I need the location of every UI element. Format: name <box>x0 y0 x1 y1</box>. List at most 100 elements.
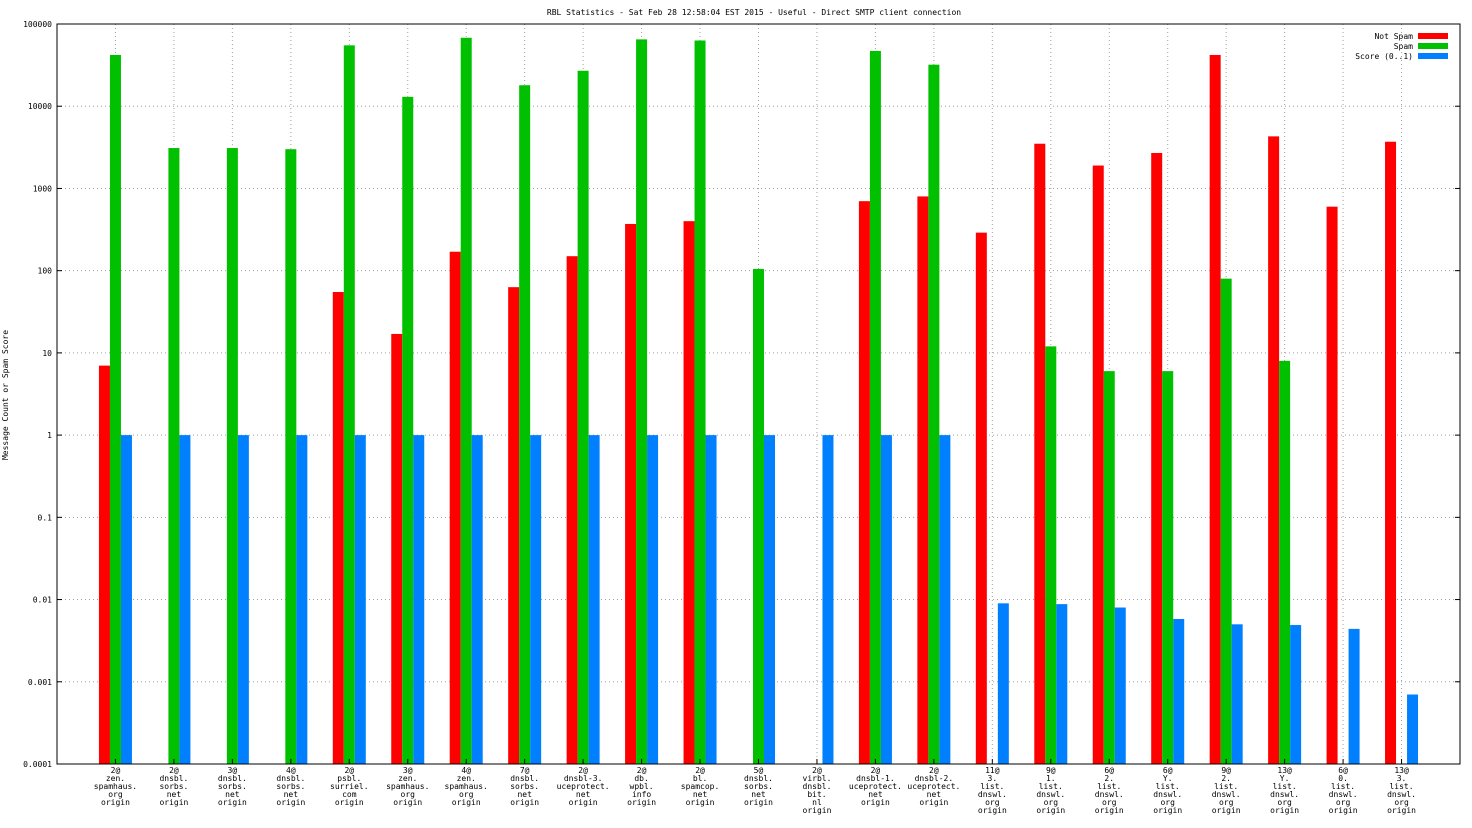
y-axis-label: Message Count or Spam Score <box>1 330 10 460</box>
x-tick-label: org <box>1044 798 1059 807</box>
x-tick-label: org <box>108 790 123 799</box>
bar-score-0-1 <box>120 435 132 764</box>
x-tick-label: dnsbl-1. <box>856 774 895 783</box>
x-tick-label: sorbs. <box>744 782 773 791</box>
x-tick-label: uceprotect. <box>907 782 960 791</box>
x-tick-label: Y. <box>1163 774 1173 783</box>
x-tick-label: net <box>868 790 883 799</box>
x-tick-label: spamhaus. <box>94 782 137 791</box>
x-tick-label: 6@ <box>1338 766 1348 775</box>
x-tick-label: org <box>1336 798 1351 807</box>
x-tick-label: org <box>1219 798 1234 807</box>
bar-score-0-1 <box>647 435 659 764</box>
x-tick-label: origin <box>861 798 890 807</box>
x-tick-label: zen. <box>457 774 476 783</box>
x-tick-label: psbl. <box>337 774 361 783</box>
x-tick-label: nl <box>812 798 822 807</box>
legend-label: Score (0..1) <box>1355 52 1413 61</box>
x-tick-label: origin <box>1036 806 1065 815</box>
x-tick-label: dnsbl. <box>276 774 305 783</box>
x-tick-label: origin <box>919 798 948 807</box>
x-tick-label: origin <box>1095 806 1124 815</box>
x-tick-label: com <box>342 790 357 799</box>
x-tick-label: net <box>751 790 766 799</box>
x-tick-label: dnsbl. <box>744 774 773 783</box>
bar-spam <box>577 70 589 765</box>
bar-spam <box>1220 278 1232 764</box>
x-tick-label: origin <box>744 798 773 807</box>
bar-score-0-1 <box>1290 625 1302 764</box>
legend-label: Not Spam <box>1374 32 1413 41</box>
bar-score-0-1 <box>471 435 483 764</box>
x-tick-label: 2@ <box>929 766 939 775</box>
bar-score-0-1 <box>1231 624 1243 764</box>
x-tick-label: uceprotect. <box>849 782 902 791</box>
x-tick-label: net <box>167 790 182 799</box>
x-tick-label: 4@ <box>461 766 471 775</box>
x-tick-label: surriel. <box>330 782 369 791</box>
bar-score-0-1 <box>880 435 892 764</box>
x-tick-label: dnsbl. <box>159 774 188 783</box>
bar-not-spam <box>1326 206 1338 764</box>
x-tick-label: list. <box>1039 782 1063 791</box>
x-tick-label: origin <box>393 798 422 807</box>
x-tick-label: dnswl. <box>978 790 1007 799</box>
x-tick-label: org <box>459 790 474 799</box>
x-tick-label: 3. <box>1397 774 1407 783</box>
bar-spam <box>285 149 297 764</box>
x-tick-label: origin <box>1329 806 1358 815</box>
y-tick-label: 1 <box>47 431 52 440</box>
x-tick-label: 6@ <box>1163 766 1173 775</box>
bar-spam <box>343 45 355 764</box>
x-tick-label: dnswl. <box>1329 790 1358 799</box>
x-tick-label: 7@ <box>520 766 530 775</box>
x-tick-label: 13@ <box>1277 766 1292 775</box>
x-tick-label: db. <box>634 774 648 783</box>
bar-not-spam <box>917 196 929 764</box>
bar-not-spam <box>1268 136 1280 764</box>
bar-spam <box>519 85 531 764</box>
x-tick-label: 2@ <box>111 766 121 775</box>
x-tick-label: dnsbl. <box>218 774 247 783</box>
x-tick-label: org <box>1102 798 1117 807</box>
bar-not-spam <box>1151 152 1163 765</box>
legend-label: Spam <box>1394 42 1413 51</box>
x-tick-label: origin <box>335 798 364 807</box>
x-tick-label: virbl. <box>803 774 832 783</box>
x-tick-label: 3@ <box>403 766 413 775</box>
bar-spam <box>1162 371 1174 764</box>
x-tick-label: zen. <box>398 774 417 783</box>
bar-spam <box>402 96 414 765</box>
x-tick-label: sorbs. <box>218 782 247 791</box>
x-tick-label: 3@ <box>228 766 238 775</box>
x-tick-label: 13@ <box>1394 766 1409 775</box>
bar-spam <box>226 148 238 765</box>
bar-spam <box>1103 371 1115 764</box>
x-tick-label: org <box>1394 798 1409 807</box>
x-tick-label: org <box>1160 798 1175 807</box>
bar-not-spam <box>391 333 403 764</box>
x-tick-label: origin <box>803 806 832 815</box>
bar-score-0-1 <box>1114 607 1126 764</box>
x-tick-label: net <box>225 790 240 799</box>
bar-score-0-1 <box>1056 604 1068 764</box>
x-tick-label: spamhaus. <box>386 782 429 791</box>
bar-score-0-1 <box>1348 628 1360 764</box>
bar-score-0-1 <box>764 435 775 764</box>
x-tick-label: list. <box>1273 782 1297 791</box>
bar-score-0-1 <box>822 435 834 764</box>
x-tick-label: list. <box>1156 782 1180 791</box>
bar-spam <box>460 37 472 765</box>
x-tick-label: net <box>284 790 299 799</box>
x-tick-label: 4@ <box>286 766 296 775</box>
x-tick-label: sorbs. <box>276 782 305 791</box>
x-tick-label: list. <box>980 782 1004 791</box>
x-tick-label: 2@ <box>871 766 881 775</box>
x-tick-label: org <box>1277 798 1292 807</box>
x-tick-label: origin <box>978 806 1007 815</box>
y-tick-label: 0.01 <box>33 596 52 605</box>
x-tick-label: 11@ <box>985 766 1000 775</box>
